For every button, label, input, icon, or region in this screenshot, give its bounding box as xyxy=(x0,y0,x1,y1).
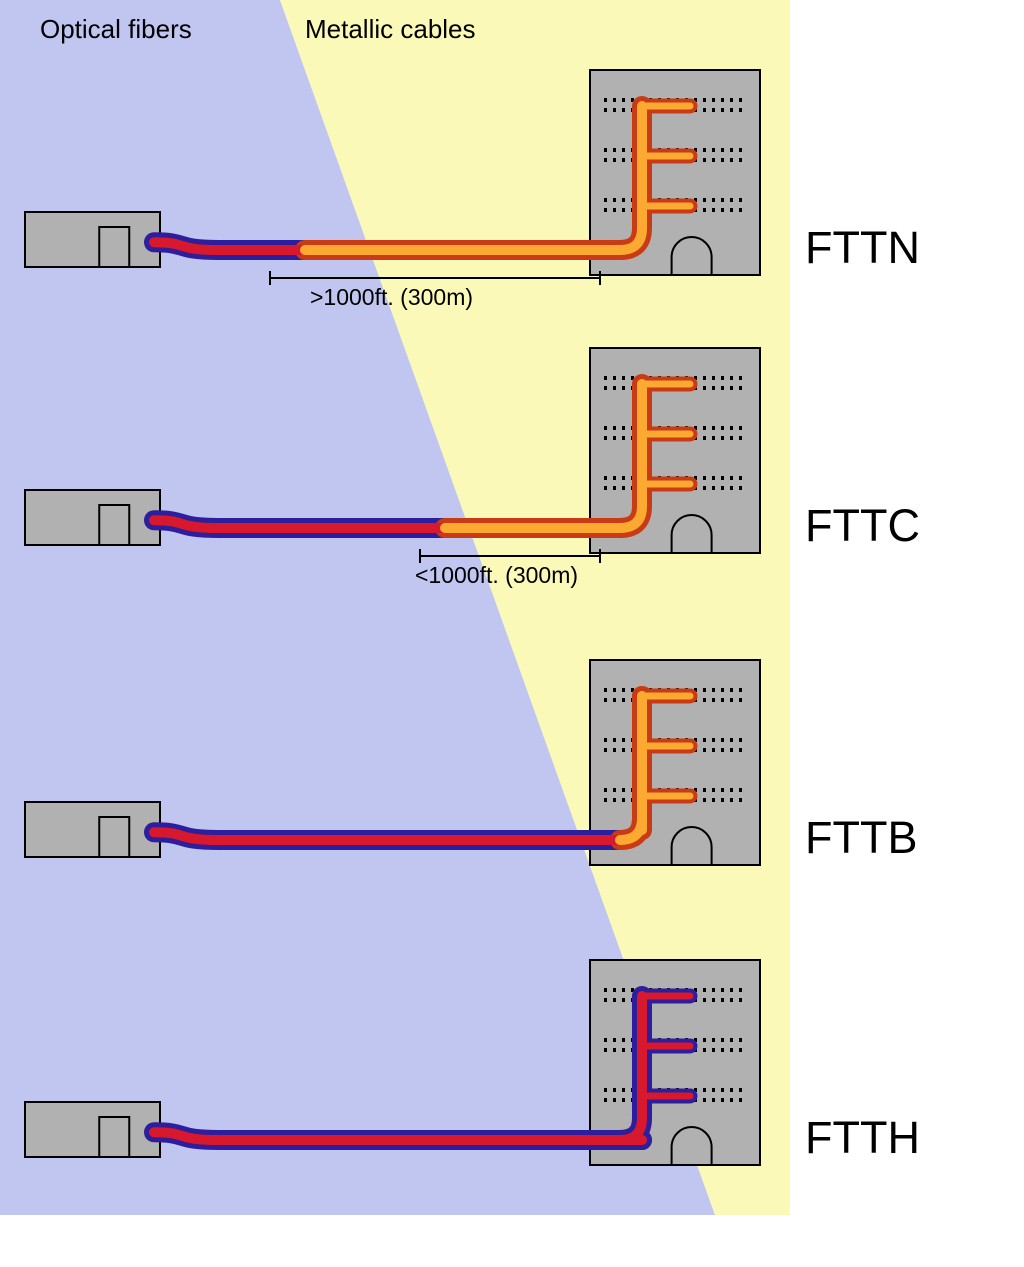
panel-label: FTTN xyxy=(805,222,920,273)
building-door xyxy=(672,237,712,275)
panel-label: FTTB xyxy=(805,812,917,863)
header-metallic-label: Metallic cables xyxy=(305,14,476,44)
co-door xyxy=(99,505,129,545)
dim-text: <1000ft. (300m) xyxy=(415,562,578,588)
building-door xyxy=(672,827,712,865)
central-office xyxy=(25,802,160,857)
central-office xyxy=(25,212,160,267)
diagram-frame: Optical fibers Metallic cables >1000ft. (3… xyxy=(0,0,1024,1267)
co-door xyxy=(99,817,129,857)
panel-label: FTTH xyxy=(805,1112,920,1163)
co-door xyxy=(99,227,129,267)
building-door xyxy=(672,515,712,553)
dim-text: >1000ft. (300m) xyxy=(310,284,473,310)
panel-label: FTTC xyxy=(805,500,920,551)
co-door xyxy=(99,1117,129,1157)
central-office xyxy=(25,490,160,545)
building-door xyxy=(672,1127,712,1165)
diagram-svg: Optical fibers Metallic cables >1000ft. (3… xyxy=(0,0,1024,1267)
header-optical-label: Optical fibers xyxy=(40,14,192,44)
central-office xyxy=(25,1102,160,1157)
